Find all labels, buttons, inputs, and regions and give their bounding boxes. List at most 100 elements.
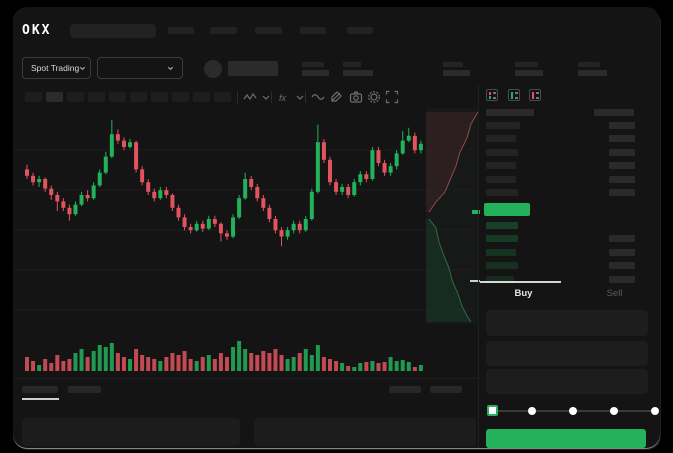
orders-action[interactable]	[389, 386, 421, 393]
last-price-badge[interactable]	[484, 203, 530, 216]
book-bids-icon[interactable]	[508, 89, 520, 101]
stat-value-placeholder	[302, 70, 329, 76]
stat-label-placeholder	[343, 62, 361, 67]
toolbar-divider	[237, 91, 238, 103]
nav-item[interactable]	[210, 27, 237, 34]
ask-price[interactable]	[486, 122, 520, 129]
tab-sell[interactable]: Sell	[606, 288, 623, 299]
bid-price[interactable]	[486, 275, 514, 283]
toolbar-divider	[305, 91, 306, 103]
ask-amount	[609, 162, 635, 170]
ticker-stat	[578, 62, 607, 76]
chevron-down-icon	[167, 66, 174, 70]
nav-item[interactable]	[255, 27, 282, 34]
camera-icon[interactable]	[349, 90, 363, 104]
okx-logo[interactable]: OKX	[22, 23, 52, 38]
ask-price[interactable]	[486, 162, 516, 170]
buy-submit-button[interactable]	[486, 429, 646, 448]
bid-price[interactable]	[486, 262, 518, 270]
book-asks-icon[interactable]	[529, 89, 541, 101]
ask-amount	[609, 135, 635, 143]
trade-input-field[interactable]	[486, 341, 648, 366]
stat-value-placeholder	[515, 70, 543, 76]
timeframe-button[interactable]	[25, 92, 42, 102]
search-input[interactable]	[70, 24, 156, 38]
stat-value-placeholder	[578, 70, 607, 76]
depth-chart-strip	[426, 108, 478, 324]
orders-tab[interactable]	[68, 386, 101, 393]
chevron-down-icon	[80, 66, 86, 70]
book-combined-icon[interactable]	[486, 89, 498, 101]
trade-input-field[interactable]	[486, 369, 648, 394]
ask-price[interactable]	[486, 189, 518, 196]
timeframe-button[interactable]	[214, 92, 231, 102]
caret-down-icon[interactable]	[259, 90, 270, 104]
timeframe-button[interactable]	[193, 92, 210, 102]
panel-divider	[478, 85, 479, 448]
bid-price[interactable]	[486, 248, 516, 256]
timeframe-button[interactable]	[67, 92, 84, 102]
market-type-dropdown[interactable]: Spot Trading	[22, 57, 91, 79]
fullscreen-icon[interactable]	[385, 90, 399, 104]
svg-text:fx: fx	[279, 93, 287, 103]
stat-value-placeholder	[343, 70, 373, 76]
chart-type-icon[interactable]	[243, 90, 257, 104]
orders-tab[interactable]	[22, 386, 58, 393]
timeframe-button[interactable]	[46, 92, 63, 102]
timeframe-button[interactable]	[109, 92, 126, 102]
caret-down-icon[interactable]	[293, 90, 304, 104]
slider-stop[interactable]	[651, 407, 659, 415]
stat-label-placeholder	[578, 62, 600, 67]
ask-price[interactable]	[486, 175, 516, 183]
active-tab-underline	[22, 398, 59, 400]
pair-name-placeholder	[228, 61, 278, 76]
compare-wave-icon[interactable]	[311, 90, 325, 104]
settings-gear-icon[interactable]	[367, 90, 381, 104]
timeframe-button[interactable]	[151, 92, 168, 102]
bid-price[interactable]	[486, 222, 518, 229]
tab-buy[interactable]: Buy	[514, 288, 533, 299]
trade-input-field[interactable]	[486, 310, 648, 336]
slider-stop[interactable]	[610, 407, 618, 415]
stat-label-placeholder	[443, 62, 463, 67]
device-frame: OKX Spot Trading fx	[13, 7, 660, 448]
timeframe-button[interactable]	[130, 92, 147, 102]
ob-header-price	[486, 109, 534, 116]
ticker-stat	[302, 62, 329, 76]
nav-item[interactable]	[168, 27, 194, 34]
ticker-stat	[443, 62, 470, 76]
ask-amount	[609, 148, 635, 156]
slider-stop[interactable]	[569, 407, 577, 415]
app-window: OKX Spot Trading fx	[13, 7, 660, 448]
bid-amount	[609, 235, 635, 243]
stat-value-placeholder	[443, 70, 470, 76]
timeframe-button[interactable]	[172, 92, 189, 102]
ask-price[interactable]	[486, 135, 516, 143]
active-tab-indicator	[480, 281, 561, 283]
ob-header-amount	[594, 109, 634, 116]
ask-amount	[609, 189, 635, 196]
bid-price[interactable]	[486, 235, 518, 243]
slider-stop[interactable]	[528, 407, 536, 415]
nav-item[interactable]	[347, 27, 373, 34]
ask-price[interactable]	[486, 148, 518, 156]
tag-icon[interactable]	[329, 90, 343, 104]
ticker-stat	[515, 62, 543, 76]
stat-label-placeholder	[515, 62, 538, 67]
indicators-fx-icon[interactable]: fx	[277, 90, 291, 104]
slider-stop[interactable]	[487, 405, 498, 416]
market-type-label: Spot Trading	[31, 63, 80, 73]
nav-item[interactable]	[300, 27, 326, 34]
orders-action[interactable]	[430, 386, 462, 393]
ask-amount	[609, 175, 635, 183]
toolbar-divider	[271, 91, 272, 103]
timeframe-button[interactable]	[88, 92, 105, 102]
orders-table-placeholder	[22, 418, 240, 446]
ask-amount	[609, 122, 635, 129]
ticker-stat	[343, 62, 373, 76]
bid-amount	[609, 248, 635, 256]
pair-dropdown[interactable]	[97, 57, 183, 79]
coin-avatar	[204, 60, 222, 78]
bid-amount	[609, 275, 635, 283]
orders-table-placeholder	[254, 418, 476, 446]
